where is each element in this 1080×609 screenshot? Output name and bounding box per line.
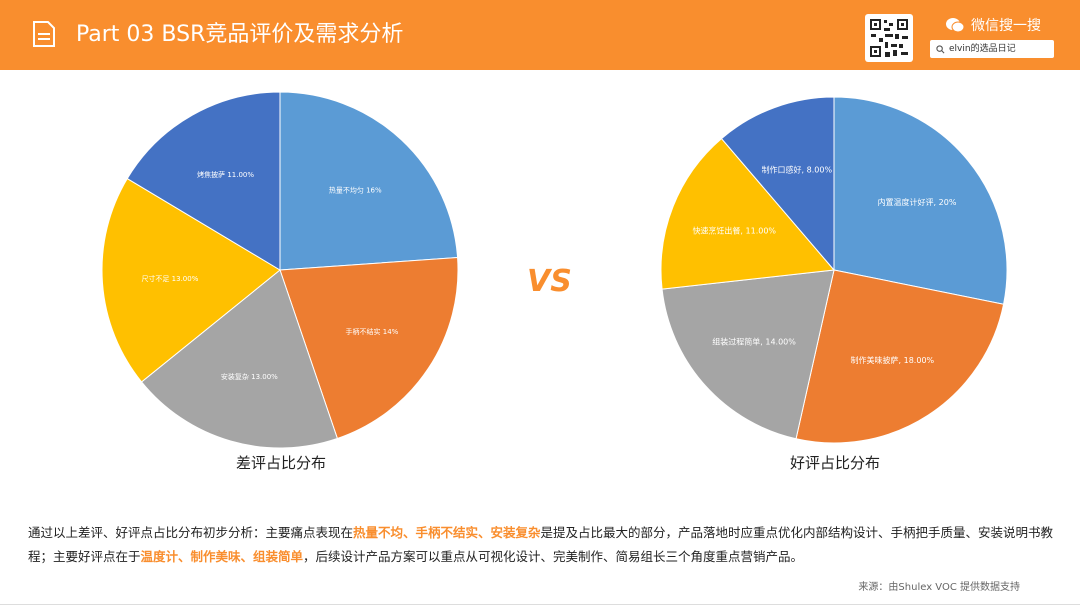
header: Part 03 BSR竞品评价及需求分析 微信搜一搜 elvin的选品日记 <box>0 0 1080 70</box>
data-label: 尺寸不足 13.00% <box>141 274 198 283</box>
data-label: 内置温度计好评, 20% <box>878 197 957 207</box>
vs-label: VS <box>527 264 572 299</box>
data-label: 组装过程简单, 14.00% <box>712 337 796 347</box>
pie-slice <box>661 269 835 440</box>
pie-slice <box>833 96 1008 305</box>
data-label: 烤焦披萨 11.00% <box>197 170 254 179</box>
source-note: 来源：由Shulex VOC 提供数据支持 <box>858 582 1020 593</box>
pie-slice <box>795 269 1005 444</box>
data-label: 安装复杂 13.00% <box>221 372 278 381</box>
data-label: 制作口感好, 8.00% <box>762 164 833 174</box>
wechat-icon <box>946 18 965 33</box>
pie-slice <box>101 177 281 383</box>
chart-title-negative: 差评占比分布 <box>236 454 327 472</box>
divider <box>0 604 1080 605</box>
summary-text: 通过以上差评、好评点占比分布初步分析：主要痛点表现在热量不均、手柄不结实、安装复… <box>28 525 1054 564</box>
pie-slice <box>660 137 835 290</box>
page-title: Part 03 BSR竞品评价及需求分析 <box>76 22 404 47</box>
pie-slice <box>279 91 459 271</box>
data-label: 手柄不结实 14% <box>346 327 399 336</box>
data-label: 制作美味披萨, 18.00% <box>851 355 935 365</box>
document-icon <box>33 21 55 47</box>
qr-code <box>865 14 913 62</box>
wechat-search-label: 微信搜一搜 <box>945 15 1041 35</box>
pie-slice <box>279 256 459 440</box>
search-box[interactable]: elvin的选品日记 <box>930 40 1054 58</box>
pie-slice <box>126 91 281 271</box>
chart-title-positive: 好评占比分布 <box>790 454 881 472</box>
search-icon <box>936 44 945 53</box>
data-label: 快速烹饪出餐, 11.00% <box>692 226 776 236</box>
pie-charts: 热量不均匀 16% 手柄不结实 14% 安装复杂 13.00% 尺寸不足 13.00%… <box>101 91 1008 449</box>
data-label: 热量不均匀 16% <box>329 185 382 194</box>
pie-slice <box>720 96 835 272</box>
pie-slice <box>140 269 339 449</box>
